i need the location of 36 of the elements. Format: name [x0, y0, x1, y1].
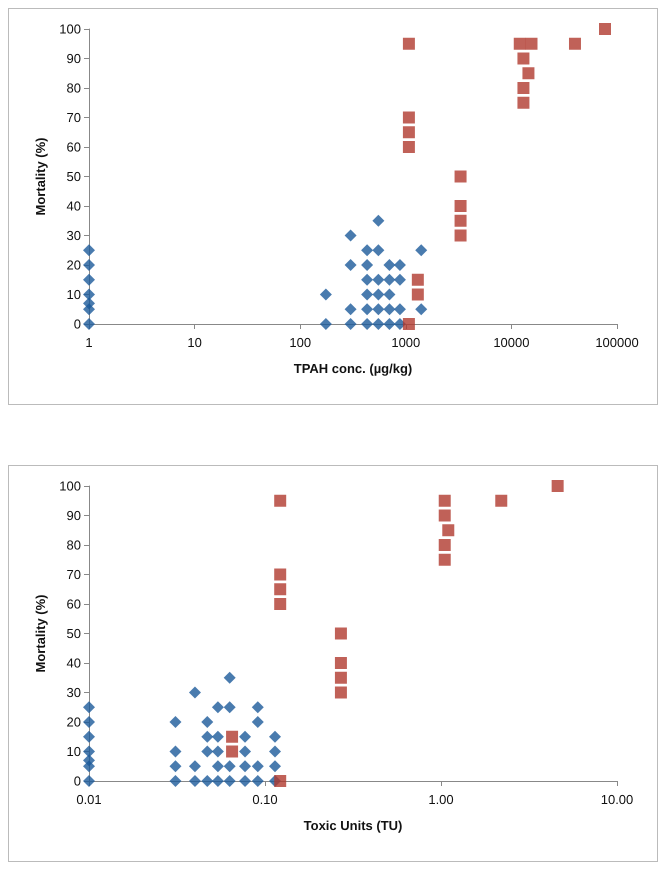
y-tick-label: 20	[66, 258, 81, 272]
y-tick-label: 100	[59, 478, 81, 494]
y-tick-label: 30	[66, 228, 81, 243]
y-tick-label: 90	[66, 51, 81, 66]
x-tick-label: 10	[187, 335, 202, 350]
y-axis-title: Mortality (%)	[33, 138, 48, 216]
y-tick-label: 0	[74, 774, 81, 788]
x-tick-label: 100	[289, 335, 312, 350]
x-tick-label: 1.00	[428, 792, 454, 807]
x-tick-label: 10000	[493, 335, 530, 350]
y-tick-label: 50	[66, 626, 81, 641]
y-tick-label: 30	[66, 685, 81, 700]
x-tick-label: 0.10	[252, 792, 278, 807]
x-tick-label: 10.00	[600, 792, 634, 807]
y-tick-label: 60	[66, 596, 81, 612]
y-tick-label: 70	[66, 567, 81, 582]
x-tick-label: 0.01	[76, 792, 102, 807]
y-tick-label: 80	[66, 80, 81, 96]
y-tick-label: 40	[66, 656, 81, 670]
x-axis-title: Toxic Units (TU)	[304, 818, 402, 833]
y-tick-label: 60	[66, 140, 81, 154]
x-tick-label: 1000	[391, 335, 420, 350]
y-tick-label: 80	[66, 538, 81, 552]
y-tick-label: 10	[66, 287, 81, 302]
y-tick-label: 50	[66, 169, 81, 184]
x-tick-label: 100000	[595, 335, 639, 350]
y-tick-label: 10	[66, 744, 81, 759]
y-tick-label: 40	[66, 198, 81, 214]
x-tick-label: 1	[85, 335, 93, 350]
y-tick-label: 20	[66, 714, 81, 730]
y-tick-label: 100	[59, 22, 81, 36]
x-axis-title: TPAH conc. (µg/kg)	[294, 361, 412, 376]
y-tick-label: 70	[66, 110, 81, 125]
y-axis-title: Mortality (%)	[33, 594, 48, 672]
y-tick-label: 0	[74, 316, 81, 332]
y-tick-label: 90	[66, 508, 81, 523]
